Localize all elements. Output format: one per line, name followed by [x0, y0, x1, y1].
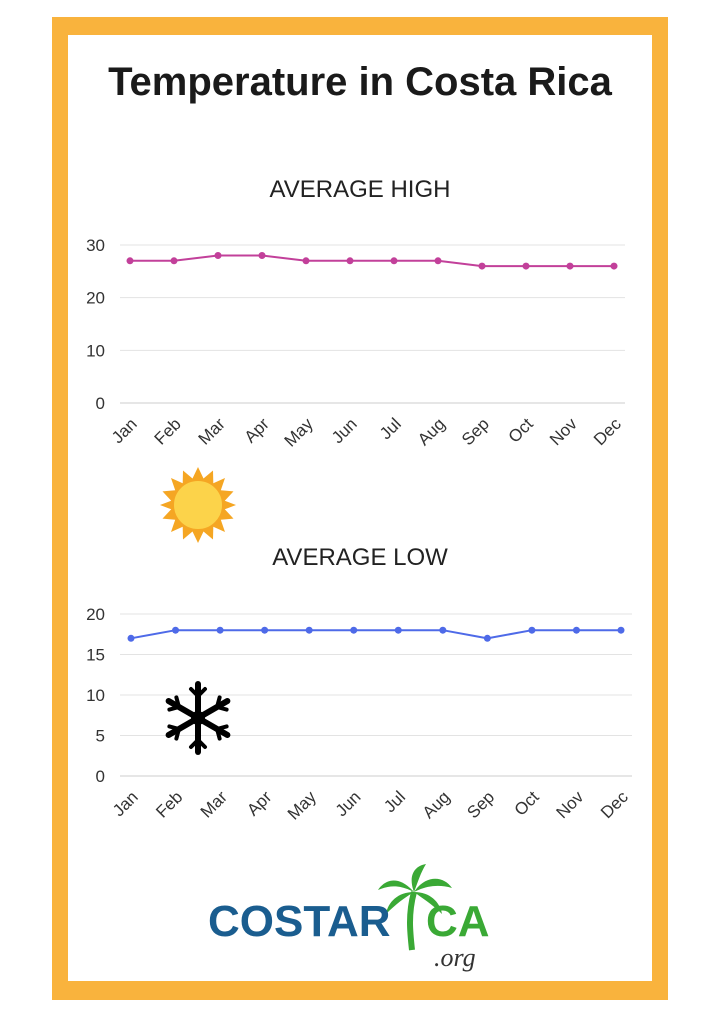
x-tick-label: Feb	[152, 787, 186, 821]
x-tick-label: Jul	[380, 787, 409, 816]
x-tick-label: Mar	[195, 414, 229, 448]
logo-wordmark-left: COSTAR	[208, 897, 391, 946]
series-line	[130, 629, 621, 640]
data-point	[566, 262, 574, 270]
x-tick-label: Apr	[241, 414, 273, 446]
y-tick-label: 5	[96, 727, 105, 746]
chart-title: AVERAGE LOW	[272, 544, 448, 571]
card-background	[68, 35, 652, 981]
data-point	[478, 262, 486, 270]
y-axis-ticks: 0 10 20 30	[86, 236, 105, 413]
y-tick-label: 15	[86, 646, 105, 665]
y-tick-label: 30	[86, 236, 105, 255]
x-tick-label: May	[284, 787, 320, 823]
data-point	[434, 257, 442, 265]
y-tick-label: 20	[86, 289, 105, 308]
costarica-logo: COSTAR CA .org	[208, 864, 490, 972]
y-tick-label: 20	[86, 605, 105, 624]
low-series	[127, 626, 625, 642]
chart-title: AVERAGE HIGH	[270, 176, 451, 203]
data-point	[394, 626, 402, 634]
data-point	[572, 626, 580, 634]
data-point	[302, 257, 310, 265]
x-tick-label: Jun	[328, 414, 361, 447]
palm-tree-icon	[378, 864, 452, 951]
data-point	[216, 626, 224, 634]
x-axis-ticks: Jan Feb Mar Apr May Jun Jul Aug Sep Oct Nov Dec	[108, 414, 625, 451]
x-tick-label: Jan	[109, 787, 142, 820]
x-tick-label: Nov	[546, 414, 581, 449]
y-axis-ticks: 0 5 10 15 20	[86, 605, 105, 786]
data-point	[522, 262, 530, 270]
x-tick-label: Sep	[458, 414, 493, 449]
x-tick-label: Aug	[419, 787, 454, 822]
high-series	[126, 252, 618, 270]
data-point	[127, 634, 135, 642]
page-title: Temperature in Costa Rica	[108, 60, 612, 104]
data-point	[617, 626, 625, 634]
x-tick-label: Mar	[197, 787, 231, 821]
x-tick-label: Nov	[552, 787, 587, 822]
data-point	[528, 626, 536, 634]
data-point	[172, 626, 180, 634]
data-point	[390, 257, 398, 265]
data-point	[346, 257, 354, 265]
y-tick-label: 0	[96, 767, 105, 786]
y-tick-label: 10	[86, 341, 105, 360]
data-point	[350, 626, 358, 634]
x-tick-label: Sep	[463, 787, 498, 822]
x-tick-label: Apr	[243, 787, 275, 819]
data-point	[439, 626, 447, 634]
y-tick-label: 10	[86, 686, 105, 705]
y-tick-label: 0	[96, 394, 105, 413]
x-tick-label: Aug	[414, 414, 449, 449]
x-tick-label: Oct	[511, 787, 543, 819]
sun-icon	[160, 467, 236, 543]
grid-lines	[120, 244, 625, 404]
data-point	[261, 626, 269, 634]
x-axis-ticks: Jan Feb Mar Apr May Jun Jul Aug Sep Oct Nov Dec	[109, 787, 632, 824]
x-tick-label: Oct	[505, 414, 537, 446]
x-tick-label: Feb	[151, 414, 185, 448]
grid-lines	[120, 613, 632, 777]
data-point	[170, 257, 178, 265]
x-tick-label: Dec	[597, 787, 632, 822]
series-line	[130, 254, 614, 268]
data-point	[126, 257, 134, 265]
x-tick-label: May	[281, 414, 317, 450]
data-point	[483, 634, 491, 642]
x-tick-label: Jul	[376, 414, 405, 443]
logo-wordmark-right: CA	[426, 897, 490, 946]
x-tick-label: Jun	[332, 787, 365, 820]
data-point	[258, 252, 266, 260]
x-tick-label: Dec	[590, 414, 625, 449]
data-point	[305, 626, 313, 634]
x-tick-label: Jan	[108, 414, 141, 447]
data-point	[214, 252, 222, 260]
logo-suffix: .org	[434, 943, 476, 972]
data-point	[610, 262, 618, 270]
snowflake-icon	[165, 681, 231, 755]
